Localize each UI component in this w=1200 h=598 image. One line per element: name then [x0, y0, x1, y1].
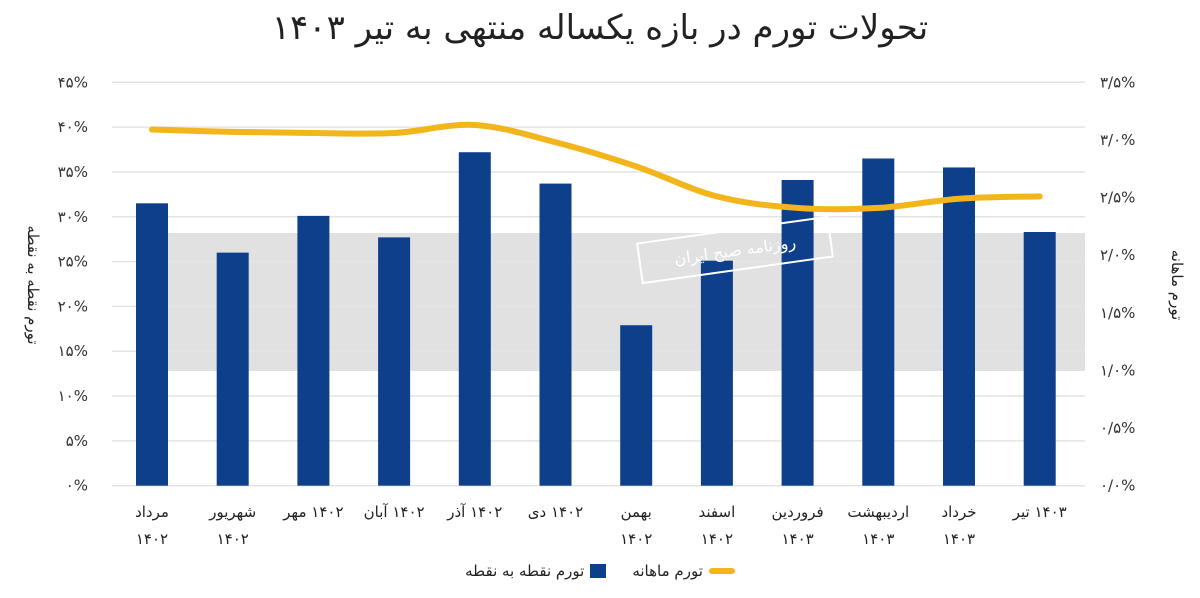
- y-left-tick-label: ۴۰%: [58, 118, 88, 136]
- y-right-tick-label: ۲/۰%: [1100, 246, 1135, 264]
- y-right-tick-label: ۱/۰%: [1100, 361, 1135, 379]
- x-tick-label: اسفند: [699, 503, 736, 521]
- bar: [136, 203, 168, 486]
- y-left-tick-label: ۲۰%: [58, 297, 88, 315]
- y-right-tick-label: ۰/۵%: [1100, 419, 1135, 437]
- x-tick-label: بهمن: [621, 503, 652, 521]
- x-tick-label: فروردین: [771, 503, 823, 521]
- x-tick-label-year: ۱۴۰۳: [862, 530, 894, 548]
- bar: [297, 215, 330, 486]
- y-right-tick-label: ۱/۵%: [1100, 304, 1135, 322]
- bar: [943, 167, 975, 486]
- x-tick-label: مرداد: [135, 503, 169, 521]
- bar: [620, 325, 653, 486]
- chart: روزنامه صبح ایران ۰%۵%۱۰%۱۵%۲۰%۲۵%۳۰%۳۵%…: [24, 73, 1186, 548]
- x-tick-label-year: ۱۴۰۲: [620, 530, 652, 548]
- bar: [458, 152, 491, 486]
- y-left-tick-label: ۱۵%: [58, 342, 88, 360]
- x-tick-label-year: ۱۴۰۳: [781, 530, 813, 548]
- x-tick-label-year: ۱۴۰۲: [701, 530, 733, 548]
- bar: [700, 260, 733, 486]
- y-right-axis-title: تورم ماهانه: [1168, 250, 1186, 321]
- x-tick-label: ۱۴۰۲ دی: [528, 503, 583, 521]
- bar: [216, 252, 249, 486]
- bar: [862, 158, 895, 486]
- y-left-tick-label: ۳۵%: [58, 163, 88, 181]
- y-right-tick-label: ۳/۵%: [1100, 73, 1135, 91]
- legend-item-monthly: تورم ماهانه: [632, 562, 735, 580]
- y-left-axis-title: تورم نقطه به نقطه: [24, 225, 42, 344]
- y-left-tick-label: ۲۵%: [58, 253, 88, 271]
- legend-swatch-bar: [590, 564, 607, 578]
- y-left-tick-label: ۱۰%: [58, 387, 88, 405]
- x-tick-label: خرداد: [941, 503, 976, 521]
- x-tick-label: ۱۴۰۲ آذر: [446, 503, 502, 521]
- legend-label: تورم ماهانه: [632, 562, 703, 580]
- legend-label: تورم نقطه به نقطه: [465, 562, 585, 580]
- y-left-tick-label: ۴۵%: [58, 73, 88, 91]
- x-tick-label: ۱۴۰۳ تیر: [1012, 503, 1067, 521]
- x-tick-label: ۱۴۰۲ مهر: [282, 503, 343, 521]
- bar: [1023, 232, 1056, 486]
- y-right-tick-label: ۰/۰%: [1100, 477, 1135, 495]
- bar: [539, 183, 572, 486]
- x-tick-label-year: ۱۴۰۳: [943, 530, 975, 548]
- legend: تورم ماهانه تورم نقطه به نقطه: [0, 562, 1200, 580]
- x-tick-label-year: ۱۴۰۲: [136, 530, 168, 548]
- x-tick-label: ۱۴۰۲ آبان: [364, 503, 425, 521]
- line-series-monthly: [149, 121, 1043, 213]
- y-right-tick-label: ۲/۵%: [1100, 189, 1135, 207]
- x-tick-label: شهریور: [208, 503, 256, 521]
- x-tick-label: اردیبهشت: [847, 503, 909, 521]
- y-left-tick-label: ۰%: [66, 477, 88, 495]
- legend-item-point: تورم نقطه به نقطه: [465, 562, 607, 580]
- legend-swatch-line: [708, 568, 735, 574]
- bar: [781, 180, 814, 486]
- y-right-tick-label: ۳/۰%: [1100, 131, 1135, 149]
- x-tick-label-year: ۱۴۰۲: [217, 530, 249, 548]
- y-left-tick-label: ۵%: [66, 432, 88, 450]
- chart-title: تحولات تورم در بازه یکساله منتهی به تیر …: [271, 8, 929, 48]
- bar: [378, 237, 411, 486]
- y-left-tick-label: ۳۰%: [58, 208, 88, 226]
